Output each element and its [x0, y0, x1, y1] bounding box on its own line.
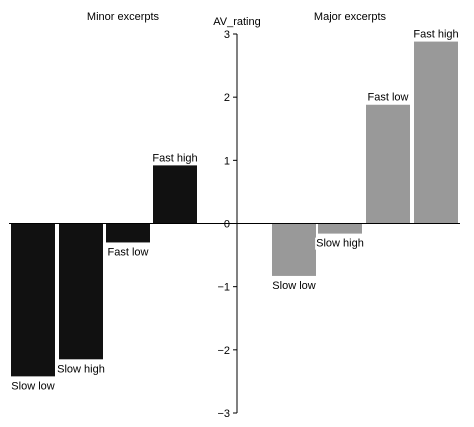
y-tick-label: 1: [224, 155, 230, 167]
bar-label: Fast low: [108, 246, 149, 258]
bar-label: Slow high: [316, 238, 364, 250]
bar-label: Slow low: [11, 380, 54, 392]
bar-minor-slow-high: [59, 223, 103, 360]
bar-label-background: [271, 279, 317, 292]
y-tick-label: 0: [224, 219, 230, 231]
bar-label-background: [106, 246, 150, 259]
y-axis-label: AV_rating: [213, 16, 261, 28]
y-tick-label: 2: [224, 92, 230, 104]
bar-label-background: [366, 91, 410, 104]
bar-label-background: [151, 152, 199, 165]
bar-minor-fast-high: [153, 165, 197, 224]
bar-major-slow-high: [318, 223, 362, 234]
bar-label-background: [315, 237, 365, 250]
bar-label-background: [412, 28, 460, 41]
bar-major-fast-high: [414, 41, 458, 224]
y-tick-label: −2: [217, 345, 230, 357]
bar-label-background: [10, 380, 56, 393]
y-tick-label: −1: [217, 282, 230, 294]
bar-label: Slow low: [272, 280, 315, 292]
group-title-major: Major excerpts: [314, 11, 387, 23]
y-tick-label: 3: [224, 29, 230, 41]
bar-minor-fast-low: [106, 223, 150, 243]
bar-major-slow-low: [272, 223, 316, 276]
bar-label: Slow high: [57, 363, 105, 375]
bar-label: Fast high: [413, 29, 458, 41]
bar-label: Fast low: [368, 92, 409, 104]
bar-minor-slow-low: [11, 223, 55, 377]
bar-label-background: [56, 363, 106, 376]
bar-major-fast-low: [366, 104, 410, 224]
bar-label: Fast high: [152, 152, 197, 164]
group-title-minor: Minor excerpts: [87, 11, 160, 23]
y-tick-label: −3: [217, 408, 230, 420]
